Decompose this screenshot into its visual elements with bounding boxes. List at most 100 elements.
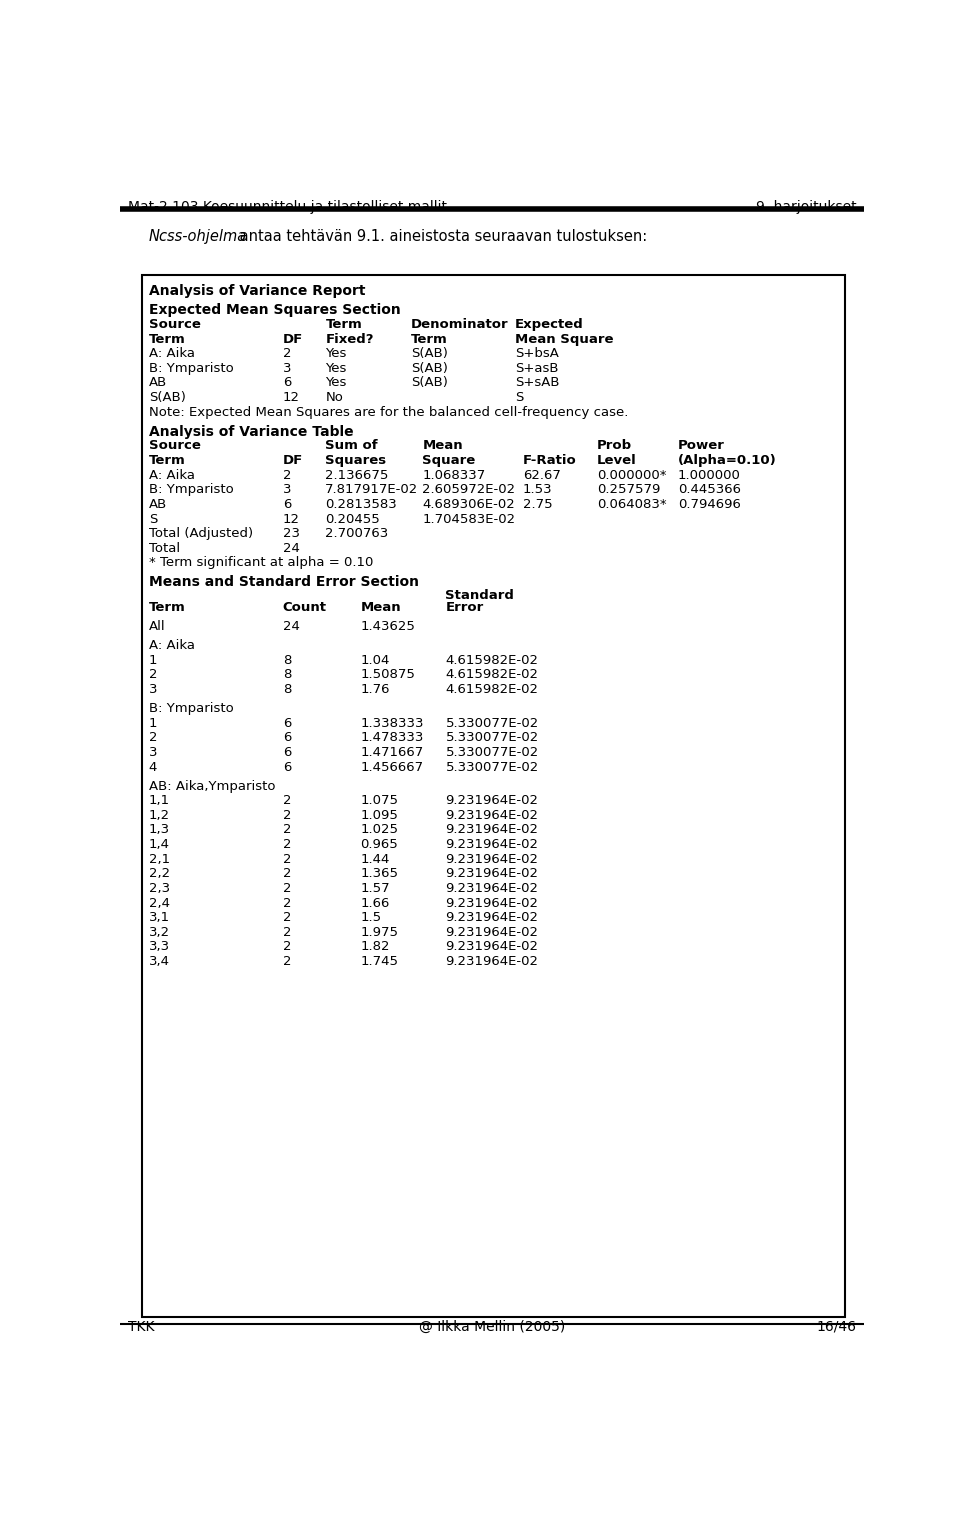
Text: 9.231964E-02: 9.231964E-02 <box>445 838 539 850</box>
Text: 2: 2 <box>283 852 291 866</box>
Text: 1.50875: 1.50875 <box>360 669 415 681</box>
Text: TKK: TKK <box>128 1320 155 1334</box>
Text: Analysis of Variance Report: Analysis of Variance Report <box>149 285 365 299</box>
Text: B: Ymparisto: B: Ymparisto <box>149 362 233 374</box>
Text: 1,2: 1,2 <box>149 810 170 822</box>
Text: 3: 3 <box>149 746 157 760</box>
Text: 5.330077E-02: 5.330077E-02 <box>445 746 539 760</box>
Text: S(AB): S(AB) <box>411 362 447 374</box>
Text: 1.471667: 1.471667 <box>360 746 423 760</box>
Text: 9.231964E-02: 9.231964E-02 <box>445 940 539 954</box>
Text: 16/46: 16/46 <box>816 1320 856 1334</box>
Text: Yes: Yes <box>325 362 347 374</box>
Text: Expected Mean Squares Section: Expected Mean Squares Section <box>149 303 400 317</box>
Text: 1.000000: 1.000000 <box>678 468 741 482</box>
Text: 1,4: 1,4 <box>149 838 170 850</box>
Text: Fixed?: Fixed? <box>325 332 373 346</box>
Text: 6: 6 <box>283 761 291 773</box>
Text: 1.075: 1.075 <box>360 794 398 807</box>
Text: B: Ymparisto: B: Ymparisto <box>149 702 233 716</box>
Text: 1.43625: 1.43625 <box>360 620 415 634</box>
Text: 2: 2 <box>283 940 291 954</box>
Text: 2: 2 <box>283 838 291 850</box>
Text: Total: Total <box>149 541 180 555</box>
Text: 12: 12 <box>283 512 300 526</box>
Text: 0.2813583: 0.2813583 <box>325 497 397 511</box>
Text: S(AB): S(AB) <box>411 347 447 361</box>
Text: 2.75: 2.75 <box>523 497 553 511</box>
Text: 0.445366: 0.445366 <box>678 484 741 496</box>
Text: 4.615982E-02: 4.615982E-02 <box>445 669 539 681</box>
Text: 2: 2 <box>283 896 291 910</box>
Text: 24: 24 <box>283 620 300 634</box>
Text: S: S <box>516 391 523 405</box>
Text: Mean: Mean <box>360 600 401 614</box>
Text: 6: 6 <box>283 497 291 511</box>
Text: 2: 2 <box>283 867 291 881</box>
Text: 2.605972E-02: 2.605972E-02 <box>422 484 516 496</box>
Text: Mat-2.103 Koesuunnittelu ja tilastolliset mallit: Mat-2.103 Koesuunnittelu ja tilastollise… <box>128 200 446 214</box>
Text: 6: 6 <box>283 376 291 390</box>
Text: S+bsA: S+bsA <box>516 347 559 361</box>
Text: F-Ratio: F-Ratio <box>523 453 577 467</box>
Text: 1.76: 1.76 <box>360 684 390 696</box>
Text: 0.794696: 0.794696 <box>678 497 741 511</box>
Text: 3: 3 <box>283 484 291 496</box>
Text: 8: 8 <box>283 684 291 696</box>
Text: 1.82: 1.82 <box>360 940 390 954</box>
Text: Denominator: Denominator <box>411 318 508 330</box>
Text: 6: 6 <box>283 746 291 760</box>
Text: 3: 3 <box>149 684 157 696</box>
Text: Sum of: Sum of <box>325 440 378 452</box>
Text: DF: DF <box>283 332 303 346</box>
Text: 2: 2 <box>283 347 291 361</box>
Text: 1,1: 1,1 <box>149 794 170 807</box>
Text: 0.000000*: 0.000000* <box>596 468 666 482</box>
Text: A: Aika: A: Aika <box>149 468 195 482</box>
Text: 2: 2 <box>283 468 291 482</box>
Text: 9.231964E-02: 9.231964E-02 <box>445 926 539 938</box>
Text: 2,4: 2,4 <box>149 896 170 910</box>
Text: 9.231964E-02: 9.231964E-02 <box>445 810 539 822</box>
Text: 1.095: 1.095 <box>360 810 398 822</box>
Text: antaa tehtävän 9.1. aineistosta seuraavan tulostuksen:: antaa tehtävän 9.1. aineistosta seuraava… <box>234 229 647 244</box>
Text: Expected: Expected <box>516 318 584 330</box>
Text: Note: Expected Mean Squares are for the balanced cell-frequency case.: Note: Expected Mean Squares are for the … <box>149 406 628 418</box>
Text: 2: 2 <box>283 955 291 969</box>
Text: 9.231964E-02: 9.231964E-02 <box>445 867 539 881</box>
Text: 2.700763: 2.700763 <box>325 528 389 540</box>
Text: 1.365: 1.365 <box>360 867 398 881</box>
Text: 0.20455: 0.20455 <box>325 512 380 526</box>
Text: S(AB): S(AB) <box>411 376 447 390</box>
Text: 4.615982E-02: 4.615982E-02 <box>445 653 539 667</box>
Text: 2: 2 <box>149 669 157 681</box>
Text: Source: Source <box>149 440 201 452</box>
Text: 4: 4 <box>149 761 157 773</box>
Text: Power: Power <box>678 440 725 452</box>
Text: A: Aika: A: Aika <box>149 347 195 361</box>
Text: DF: DF <box>283 453 303 467</box>
Text: 8: 8 <box>283 653 291 667</box>
Text: Mean Square: Mean Square <box>516 332 613 346</box>
Text: 1.975: 1.975 <box>360 926 398 938</box>
Text: 2,1: 2,1 <box>149 852 170 866</box>
Text: 9.231964E-02: 9.231964E-02 <box>445 852 539 866</box>
Text: 2,2: 2,2 <box>149 867 170 881</box>
Text: 9. harjoitukset: 9. harjoitukset <box>756 200 856 214</box>
Text: 62.67: 62.67 <box>523 468 561 482</box>
Text: 1: 1 <box>149 717 157 729</box>
Text: 12: 12 <box>283 391 300 405</box>
Text: 1.5: 1.5 <box>360 911 381 925</box>
Text: S+sAB: S+sAB <box>516 376 560 390</box>
Text: 3,4: 3,4 <box>149 955 170 969</box>
Text: 1.57: 1.57 <box>360 882 390 894</box>
Text: 1,3: 1,3 <box>149 823 170 837</box>
Text: 2: 2 <box>283 911 291 925</box>
Text: S(AB): S(AB) <box>149 391 185 405</box>
Text: 2: 2 <box>283 823 291 837</box>
Text: 1.478333: 1.478333 <box>360 731 423 744</box>
Text: 23: 23 <box>283 528 300 540</box>
Text: 9.231964E-02: 9.231964E-02 <box>445 896 539 910</box>
Text: 1.456667: 1.456667 <box>360 761 423 773</box>
Text: 1.66: 1.66 <box>360 896 390 910</box>
